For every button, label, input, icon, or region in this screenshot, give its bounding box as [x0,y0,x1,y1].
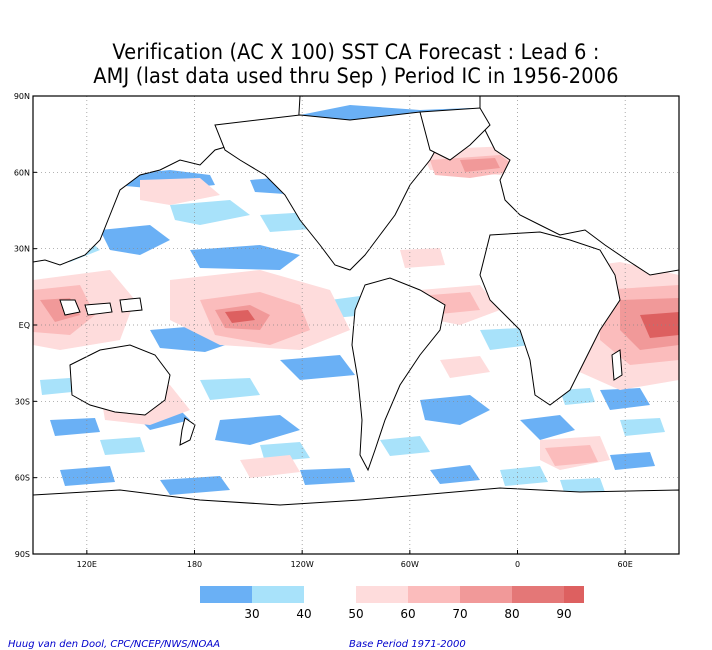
lat-label: 30S [15,397,30,406]
land-greenland [419,107,491,161]
footer-base-period: Base Period 1971-2000 [349,639,466,650]
lat-label: EQ [19,321,30,330]
colorbar-swatch [304,586,356,603]
colorbar-swatch [408,586,460,603]
lat-label: 30N [14,245,30,254]
shading-90-plus [225,310,679,338]
colorbar-swatch [200,586,252,603]
map-title-line-2: AMJ (last data used thru Sep ) Period IC… [93,64,619,88]
footer-credit: Huug van den Dool, CPC/NCEP/NWS/NOAA [8,639,221,650]
lat-label: 90S [15,550,30,559]
longitude-labels: 120E 180 120W 60W 0 60E [77,550,633,569]
colorbar-swatch [356,586,408,603]
lat-label: 60N [14,168,30,177]
colorbar-label: 90 [556,607,571,621]
lon-label: 0 [515,560,520,569]
map-title-line-1: Verification (AC X 100) SST CA Forecast … [112,40,600,64]
colorbar-swatch [252,586,304,603]
land-madagascar [611,349,623,381]
colorbar-label: 80 [504,607,519,621]
land-south-america [351,277,446,472]
latitude-labels: 90N 60N 30N EQ 30S 60S 90S [14,92,37,559]
lat-label: 90N [14,92,30,101]
colorbar-label: 40 [296,607,311,621]
lon-label: 60W [401,560,419,569]
land-africa [479,231,621,406]
lon-label: 120E [77,560,97,569]
land-indonesia [59,297,143,316]
lon-label: 60E [618,560,633,569]
continent-outlines [33,96,679,554]
colorbar: 30 40 50 60 70 80 90 [200,586,584,621]
land-new-zealand [179,417,196,446]
colorbar-label: 50 [348,607,363,621]
colorbar-swatch [564,586,584,603]
colorbar-label: 70 [452,607,467,621]
lon-label: 180 [187,560,202,569]
colorbar-label: 60 [400,607,415,621]
colorbar-label: 30 [244,607,259,621]
lon-label: 120W [291,560,314,569]
colorbar-swatch [512,586,564,603]
lat-label: 60S [15,474,30,483]
land-eurasia-west [479,96,679,276]
land-australia [69,344,171,416]
graticule [33,96,679,554]
colorbar-swatch [460,586,512,603]
